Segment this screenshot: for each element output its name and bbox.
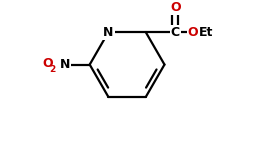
- Text: Et: Et: [199, 26, 213, 39]
- Text: 2: 2: [49, 65, 55, 74]
- Text: O: O: [188, 26, 198, 39]
- Text: N: N: [103, 26, 114, 39]
- Text: N: N: [60, 58, 70, 71]
- Text: O: O: [42, 57, 53, 70]
- Text: C: C: [171, 26, 180, 39]
- Text: O: O: [170, 1, 181, 14]
